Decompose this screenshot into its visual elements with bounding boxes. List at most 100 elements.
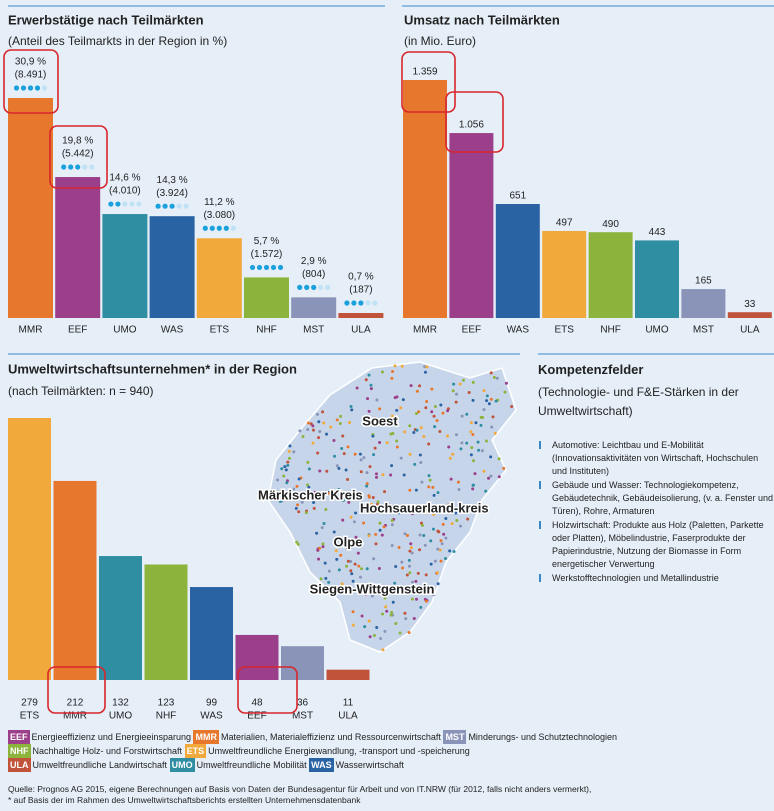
map-dot: [472, 459, 476, 463]
bar: [55, 177, 101, 318]
map-dot: [489, 455, 493, 459]
map-dot: [362, 456, 366, 460]
map-dot: [489, 371, 493, 375]
map-dot: [454, 511, 458, 515]
map-dot: [448, 509, 452, 513]
x-tick-label: ETS: [20, 711, 40, 722]
value-label: 132: [112, 698, 129, 709]
map-dot: [489, 474, 493, 478]
value-label: 11,2 %: [204, 197, 234, 208]
map-dot: [283, 465, 287, 469]
map-dot: [455, 392, 459, 396]
map-dot: [295, 484, 299, 488]
map-dot: [404, 617, 408, 621]
map-dot: [435, 571, 439, 575]
map-dot: [471, 380, 475, 384]
map-dot: [341, 518, 345, 522]
highlight: [49, 125, 108, 189]
x-tick-label: MMR: [63, 711, 87, 722]
bar: [326, 669, 370, 680]
x-tick-label: MST: [303, 325, 324, 336]
map-dot: [363, 625, 367, 629]
region-label: Olpe: [334, 534, 363, 549]
legend-code: MST: [443, 730, 467, 744]
rating-dot: [209, 225, 215, 231]
bar: [495, 203, 540, 318]
map-dot: [340, 447, 344, 451]
map-dot: [417, 410, 421, 414]
map-dot: [390, 610, 394, 614]
x-tick-label: MMR: [19, 325, 43, 336]
map-dot: [311, 424, 315, 428]
map-dot: [356, 551, 360, 555]
map-dot: [322, 421, 326, 425]
map-dot: [362, 420, 366, 424]
map-dot: [401, 398, 405, 402]
map-dot: [358, 452, 362, 456]
region-label: Märkischer Kreis: [258, 487, 363, 502]
map-dot: [381, 473, 385, 477]
map-dot: [365, 482, 369, 486]
map-dot: [367, 373, 371, 377]
map-dot: [432, 593, 436, 597]
value-label: 279: [21, 698, 38, 709]
map-dot: [471, 398, 475, 402]
bar: [542, 230, 587, 318]
x-tick-label: UMO: [645, 325, 669, 336]
map-dot: [287, 456, 291, 460]
value-label: 48: [251, 698, 263, 709]
map-dot: [333, 454, 337, 458]
legend-code: ETS: [184, 744, 207, 758]
map-dot: [357, 586, 361, 590]
rating-dot: [162, 203, 168, 209]
map-dot: [390, 376, 394, 380]
bar: [235, 634, 279, 680]
value-label: 490: [602, 219, 619, 230]
map-dot: [465, 441, 469, 445]
map-dot: [337, 466, 341, 470]
value-label: 99: [206, 698, 218, 709]
map-dot: [319, 577, 323, 581]
map-dot: [335, 464, 339, 468]
map-dot: [395, 445, 399, 449]
rating-dot: [256, 264, 263, 271]
dot-rating: [297, 284, 331, 290]
map-dot: [292, 450, 296, 454]
map-dot: [339, 414, 343, 418]
rating-dot: [270, 264, 277, 271]
map-dot: [405, 573, 409, 577]
map-dot: [368, 465, 372, 469]
map-dot: [306, 421, 310, 425]
map-dot: [469, 453, 473, 457]
map-dot: [406, 509, 410, 513]
map-dot: [373, 446, 377, 450]
map-dot: [414, 412, 418, 416]
map-dot: [276, 478, 280, 482]
dot-rating: [344, 300, 378, 306]
rating-dot: [297, 284, 303, 290]
map-dot: [482, 408, 486, 412]
map-dot: [378, 407, 382, 411]
map-dot: [306, 483, 310, 487]
map-dot: [430, 410, 434, 414]
map-dot: [288, 444, 292, 448]
competence-title: Kompetenzfelder: [538, 362, 644, 377]
map-dot: [441, 522, 445, 526]
map-dot: [385, 441, 389, 445]
x-tick-label: WAS: [161, 325, 184, 336]
map-dot: [341, 434, 345, 438]
map-dot: [436, 547, 440, 551]
map-dot: [415, 428, 419, 432]
map-dot: [423, 365, 427, 369]
map-dot: [391, 370, 395, 374]
map-dot: [371, 495, 375, 499]
map-dot: [342, 452, 346, 456]
map-dot: [491, 415, 495, 419]
map-dot: [365, 484, 369, 488]
map-dot: [297, 510, 301, 514]
map-dot: [449, 477, 453, 481]
count-label: (3.080): [203, 210, 235, 221]
map-dot: [282, 474, 286, 478]
map-dot: [327, 491, 331, 495]
